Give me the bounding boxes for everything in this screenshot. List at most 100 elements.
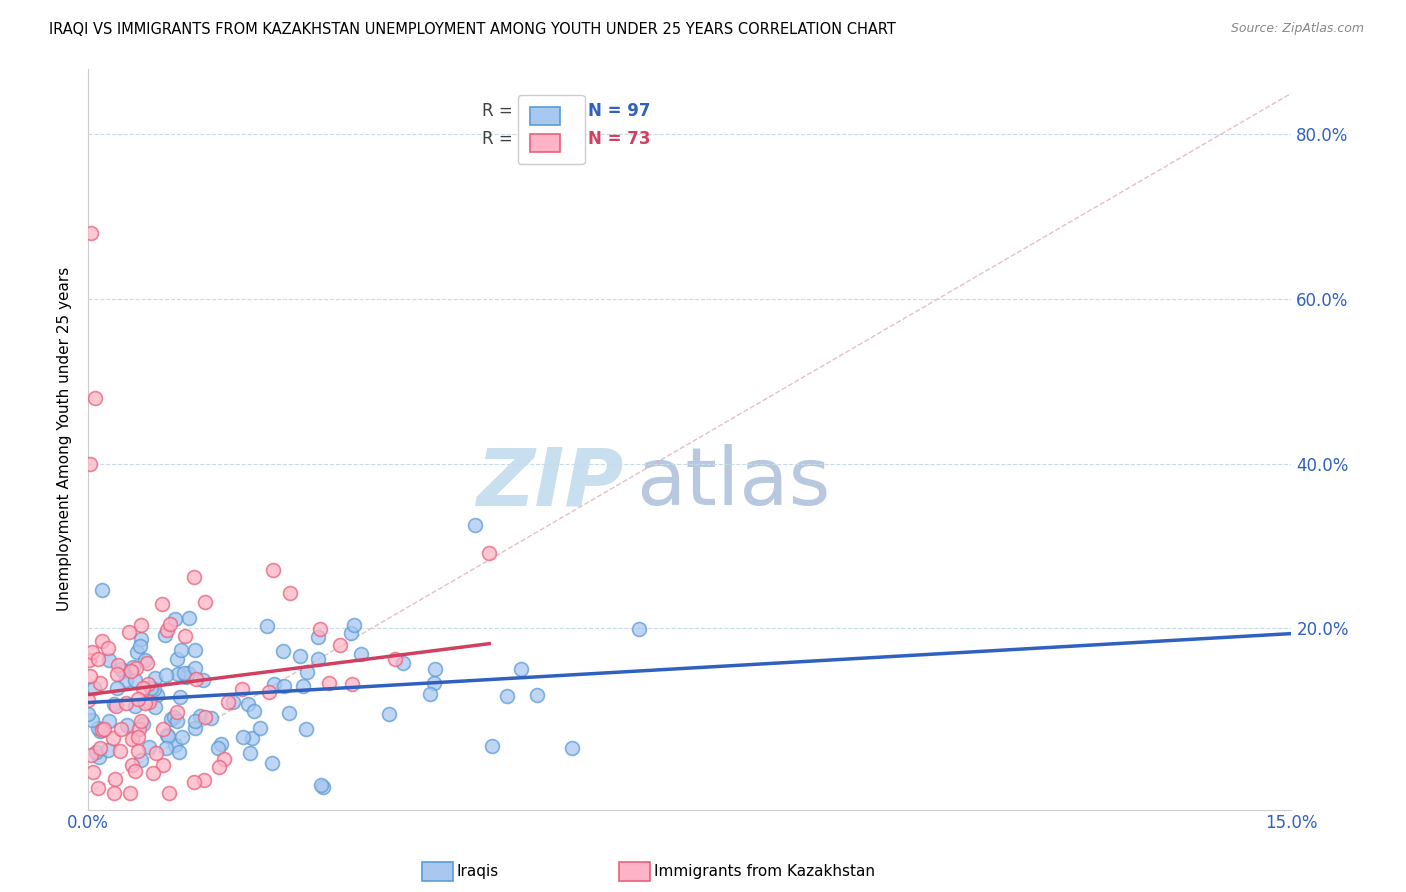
Point: [105, 681, 128, 695]
Point: [79, 652, 101, 666]
Point: [124, 699, 146, 714]
Point: [131, 753, 153, 767]
Point: [174, 629, 197, 643]
Point: [93, 722, 115, 736]
Text: Iraqis: Iraqis: [457, 864, 499, 879]
Point: [128, 639, 150, 653]
Point: [194, 594, 217, 608]
Point: [121, 731, 143, 746]
Point: [307, 630, 329, 644]
Point: [125, 661, 148, 675]
Point: [308, 623, 330, 637]
Point: [243, 704, 266, 718]
Point: [184, 661, 207, 675]
Point: [207, 740, 229, 755]
Point: [131, 632, 153, 646]
Point: [240, 731, 263, 746]
Point: [200, 711, 222, 725]
Point: [183, 775, 205, 789]
Point: [526, 688, 548, 702]
Point: [239, 746, 262, 760]
Point: [263, 677, 285, 691]
Point: [155, 667, 177, 681]
Point: [295, 665, 318, 679]
Point: [152, 758, 174, 772]
Point: [97, 742, 120, 756]
Point: [138, 740, 160, 755]
Point: [217, 695, 239, 709]
Point: [82, 645, 104, 659]
Point: [425, 662, 447, 676]
Point: [167, 667, 190, 681]
Point: [142, 681, 165, 696]
Point: [249, 722, 271, 736]
Point: [142, 766, 165, 780]
Point: [340, 676, 363, 690]
Point: [90, 723, 112, 738]
Point: [188, 709, 211, 723]
Point: [318, 676, 340, 690]
Point: [174, 670, 197, 684]
Point: [145, 747, 167, 761]
Point: [89, 723, 111, 738]
Point: [260, 756, 283, 770]
Point: [155, 741, 177, 756]
Point: [478, 546, 501, 560]
Point: [349, 648, 371, 662]
Point: [231, 681, 253, 696]
Point: [131, 716, 153, 731]
Point: [91, 634, 114, 648]
Text: N = 73: N = 73: [588, 130, 650, 148]
Point: [273, 679, 295, 693]
Text: R = 0.364: R = 0.364: [482, 130, 565, 148]
Point: [104, 772, 127, 786]
Point: [183, 570, 205, 584]
Point: [121, 758, 143, 772]
Point: [184, 714, 207, 728]
Point: [510, 661, 533, 675]
Point: [143, 699, 166, 714]
Point: [157, 729, 180, 743]
Point: [103, 697, 125, 711]
Point: [118, 625, 141, 640]
Text: Immigrants from Kazakhstan: Immigrants from Kazakhstan: [654, 864, 875, 879]
Point: [115, 673, 138, 687]
Point: [134, 653, 156, 667]
Point: [110, 722, 132, 736]
Point: [122, 659, 145, 673]
Point: [80, 748, 103, 763]
Point: [103, 786, 125, 800]
Point: [312, 780, 335, 794]
Point: [115, 718, 138, 732]
Point: [129, 714, 152, 728]
Point: [184, 721, 207, 735]
Point: [108, 743, 131, 757]
Point: [83, 681, 105, 696]
Point: [79, 669, 101, 683]
Point: [561, 740, 583, 755]
Point: [87, 750, 110, 764]
Point: [343, 618, 366, 632]
Point: [89, 676, 111, 690]
Point: [257, 685, 280, 699]
Point: [87, 721, 110, 735]
Point: [124, 673, 146, 687]
Point: [177, 666, 200, 681]
Point: [120, 665, 142, 679]
Point: [294, 722, 316, 736]
Point: [150, 597, 173, 611]
Text: N = 97: N = 97: [588, 103, 650, 120]
Text: ZIP: ZIP: [477, 444, 624, 523]
Point: [166, 705, 188, 719]
Point: [80, 226, 103, 240]
Point: [170, 730, 193, 744]
Point: [131, 617, 153, 632]
Point: [340, 626, 363, 640]
Point: [236, 697, 259, 711]
Point: [169, 690, 191, 704]
Point: [82, 764, 104, 779]
Point: [157, 786, 180, 800]
Point: [262, 563, 284, 577]
Text: R = 0.145: R = 0.145: [482, 103, 565, 120]
Point: [156, 728, 179, 742]
